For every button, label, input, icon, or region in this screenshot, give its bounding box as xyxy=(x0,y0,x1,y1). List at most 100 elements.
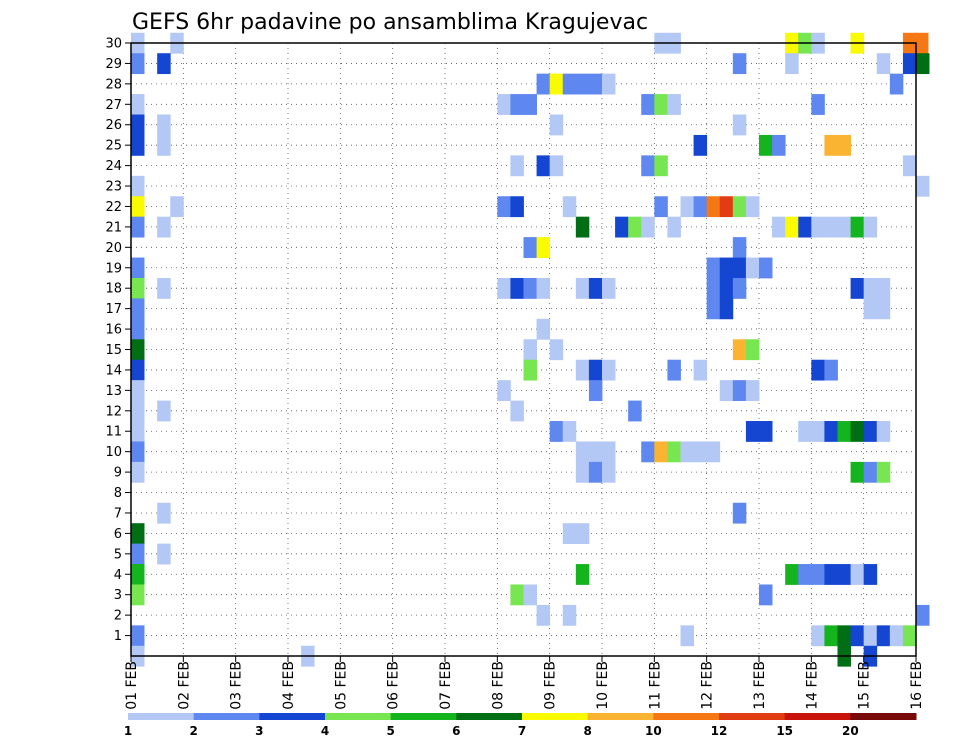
heatmap-cell xyxy=(654,441,668,463)
y-tick-label: 25 xyxy=(105,139,122,154)
y-tick-label: 5 xyxy=(114,547,122,562)
y-tick-label: 18 xyxy=(105,282,122,297)
heatmap-cell xyxy=(562,421,577,442)
heatmap-cell xyxy=(654,155,668,177)
legend-label: 2 xyxy=(189,724,197,738)
heatmap-cell xyxy=(785,216,799,238)
heatmap-cell xyxy=(837,625,851,647)
heatmap-cell xyxy=(641,155,655,177)
x-tick-label: 09 FEB xyxy=(543,661,559,710)
heatmap-cell xyxy=(523,339,537,361)
heatmap-cell xyxy=(706,277,721,299)
heatmap-cell xyxy=(497,277,511,299)
heatmap-cell xyxy=(889,625,904,647)
heatmap-cell xyxy=(602,461,616,483)
legend-label: 3 xyxy=(255,724,263,738)
heatmap-cell xyxy=(157,543,171,565)
heatmap-cell xyxy=(824,564,838,585)
heatmap-cell xyxy=(510,155,524,177)
y-tick-label: 12 xyxy=(105,404,122,419)
heatmap-cell xyxy=(719,277,734,299)
heatmap-cell xyxy=(575,441,590,463)
y-tick-label: 19 xyxy=(105,261,122,276)
y-tick-label: 16 xyxy=(105,323,122,338)
legend-label: 6 xyxy=(452,724,460,738)
x-tick-label: 12 FEB xyxy=(700,661,716,710)
heatmap-cell xyxy=(745,421,760,442)
x-tick-label: 16 FEB xyxy=(909,661,925,710)
heatmap-cell xyxy=(131,196,145,218)
legend-swatch xyxy=(456,713,523,720)
heatmap-cell xyxy=(863,625,878,647)
heatmap-cell xyxy=(719,196,734,218)
heatmap-cell xyxy=(680,625,694,647)
heatmap-cell xyxy=(588,277,603,299)
heatmap-cell xyxy=(575,564,590,585)
y-tick-label: 22 xyxy=(105,200,122,215)
heatmap-cell xyxy=(667,94,681,115)
heatmap-cell xyxy=(916,604,930,626)
heatmap-cell xyxy=(131,400,145,422)
heatmap-cell xyxy=(759,134,773,156)
heatmap-cell xyxy=(837,564,851,585)
x-tick-label: 11 FEB xyxy=(647,661,663,710)
legend-label: 4 xyxy=(321,724,329,738)
heatmap-cell xyxy=(680,196,694,218)
y-axis: 1234567891011121314151617181920212223242… xyxy=(105,37,131,644)
heatmap-cell xyxy=(562,73,577,95)
x-tick-label: 05 FEB xyxy=(333,661,349,710)
heatmap-cell xyxy=(575,523,590,545)
legend-swatch xyxy=(850,713,917,720)
chart-title: GEFS 6hr padavine po ansamblima Kragujev… xyxy=(132,10,648,35)
heatmap-cell xyxy=(575,277,590,299)
heatmap-cell xyxy=(497,380,511,401)
heatmap-cell xyxy=(824,421,838,442)
heatmap-cell xyxy=(575,461,590,483)
heatmap-cell xyxy=(693,359,708,381)
heatmap-cell xyxy=(641,94,655,115)
heatmap-cell xyxy=(536,155,551,177)
heatmap-cell xyxy=(785,53,799,75)
heatmap-cell xyxy=(131,421,145,442)
heatmap-cell xyxy=(157,114,171,136)
y-tick-label: 28 xyxy=(105,77,122,92)
heatmap-cell xyxy=(732,257,747,279)
x-tick-label: 01 FEB xyxy=(124,661,140,710)
x-axis: 01 FEB 02 FEB 03 FEB 04 FEB 05 FEB 06 FEB 07 F… xyxy=(124,656,925,710)
legend-label: 12 xyxy=(711,724,728,738)
y-tick-label: 7 xyxy=(114,506,122,521)
y-tick-label: 30 xyxy=(105,37,122,52)
heatmap-cell xyxy=(732,277,747,299)
heatmap-cell xyxy=(549,421,564,442)
legend-label: 5 xyxy=(386,724,394,738)
heatmap-cell xyxy=(732,339,747,361)
heatmap-cell xyxy=(902,625,917,647)
y-tick-label: 13 xyxy=(105,384,122,399)
heatmap-cell xyxy=(536,237,551,258)
heatmap-cell xyxy=(798,564,812,585)
y-tick-label: 27 xyxy=(105,98,122,113)
heatmap-cell xyxy=(157,53,171,75)
heatmap-cell xyxy=(131,298,145,320)
heatmap-cell xyxy=(536,604,551,626)
heatmap-cell xyxy=(523,237,537,258)
heatmap-cell xyxy=(824,625,838,647)
legend-swatch xyxy=(259,713,326,720)
heatmap-cell xyxy=(131,277,145,299)
x-tick-label: 13 FEB xyxy=(752,661,768,710)
heatmap-cell xyxy=(850,277,865,299)
heatmap-cell xyxy=(850,625,865,647)
heatmap-cell xyxy=(732,502,747,524)
y-tick-label: 11 xyxy=(105,425,122,440)
y-tick-label: 1 xyxy=(114,629,122,644)
heatmap-cell xyxy=(850,216,865,238)
heatmap-cell xyxy=(916,53,930,75)
heatmap-cells xyxy=(131,32,930,667)
heatmap-cell xyxy=(732,53,747,75)
heatmap-cell xyxy=(824,359,838,381)
heatmap-cell xyxy=(602,441,616,463)
x-tick-label: 14 FEB xyxy=(804,661,820,710)
heatmap-cell xyxy=(497,94,511,115)
heatmap-cell xyxy=(798,216,812,238)
heatmap-cell xyxy=(863,461,878,483)
